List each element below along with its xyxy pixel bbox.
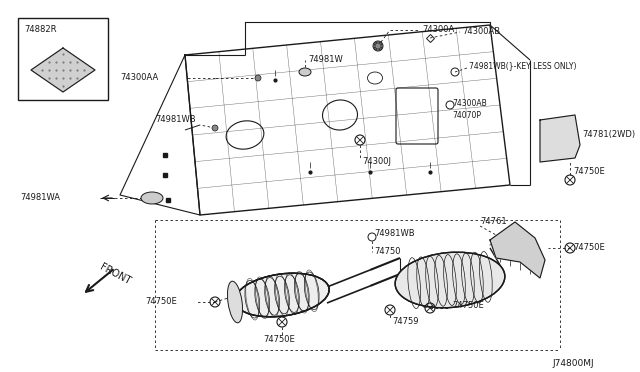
Text: 74750E: 74750E	[263, 336, 295, 344]
Text: 74750: 74750	[374, 247, 401, 257]
Polygon shape	[490, 222, 545, 278]
Text: 74981W: 74981W	[308, 55, 343, 64]
Text: 74981WB: 74981WB	[374, 230, 415, 238]
Text: 74759: 74759	[392, 317, 419, 327]
Text: 74981WA: 74981WA	[20, 193, 60, 202]
Text: 74300AA: 74300AA	[120, 73, 158, 81]
Text: FRONT: FRONT	[98, 262, 132, 286]
Text: J74800MJ: J74800MJ	[552, 359, 594, 368]
Text: 74981WB(}-KEY LESS ONLY): 74981WB(}-KEY LESS ONLY)	[469, 61, 577, 71]
Circle shape	[212, 125, 218, 131]
Ellipse shape	[235, 273, 329, 317]
Text: 74981WB: 74981WB	[155, 115, 196, 125]
Circle shape	[375, 43, 381, 49]
Bar	[18, 18, 108, 100]
Text: 74750E: 74750E	[573, 167, 605, 176]
Ellipse shape	[395, 252, 505, 308]
Text: 74781(2WD): 74781(2WD)	[582, 131, 635, 140]
Text: 74300AB: 74300AB	[452, 99, 487, 108]
Text: 74750E: 74750E	[452, 301, 484, 311]
Text: 74070P: 74070P	[452, 112, 481, 121]
Text: 74750E: 74750E	[145, 298, 177, 307]
Circle shape	[255, 75, 261, 81]
Text: 74300A: 74300A	[422, 25, 454, 33]
Polygon shape	[31, 48, 95, 92]
Ellipse shape	[299, 68, 311, 76]
Ellipse shape	[141, 192, 163, 204]
Text: 74882R: 74882R	[24, 25, 56, 33]
Ellipse shape	[227, 281, 243, 323]
Text: 74761: 74761	[480, 218, 507, 227]
Polygon shape	[540, 115, 580, 162]
Text: 74300AB: 74300AB	[462, 26, 500, 35]
Text: 74300J: 74300J	[362, 157, 391, 167]
Text: 74750E: 74750E	[573, 244, 605, 253]
